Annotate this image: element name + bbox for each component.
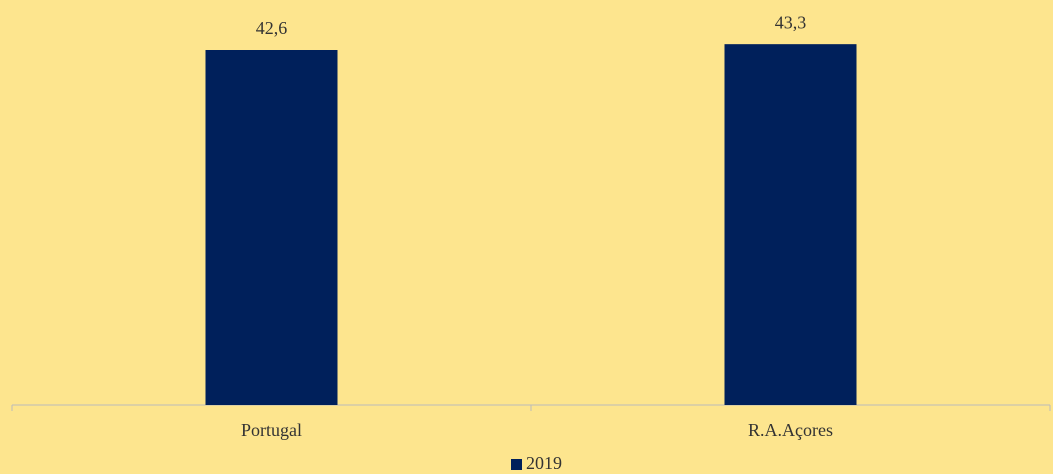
legend-label: 2019 xyxy=(526,453,562,473)
legend-swatch xyxy=(511,459,522,470)
x-tick-label: Portugal xyxy=(241,420,302,440)
bar xyxy=(724,44,857,406)
value-label: 43,3 xyxy=(775,12,807,32)
x-tick-label: R.A.Açores xyxy=(748,420,833,440)
value-label: 42,6 xyxy=(256,18,288,38)
bar xyxy=(205,50,338,405)
